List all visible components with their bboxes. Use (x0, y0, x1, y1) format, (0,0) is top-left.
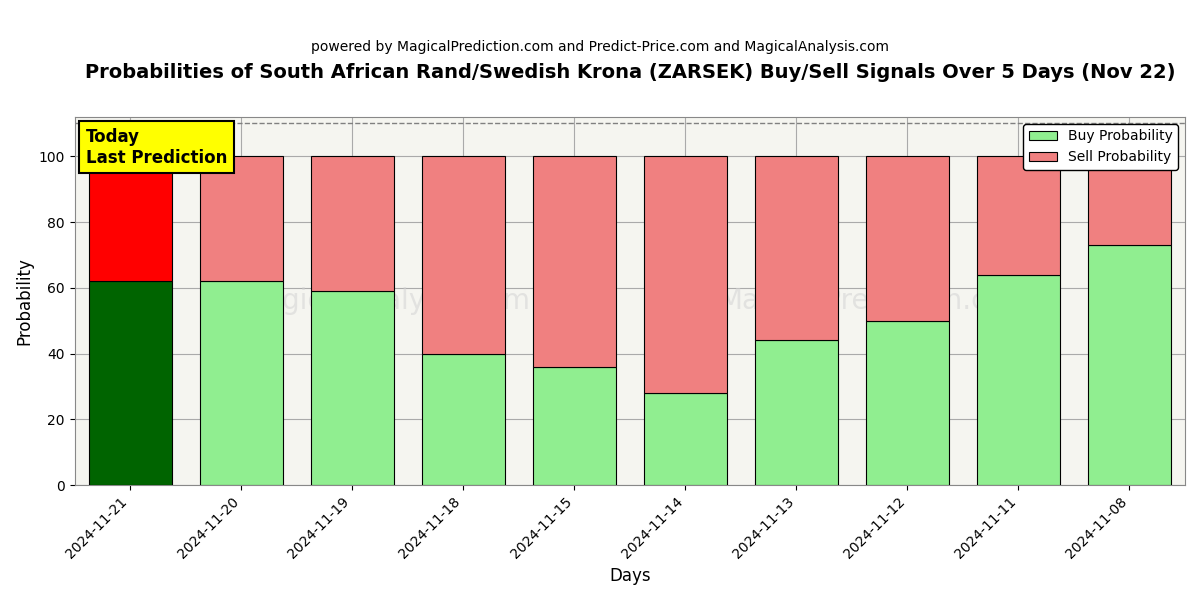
Bar (643, 157, 727, 393)
Bar (977, 275, 1060, 485)
Bar (533, 367, 616, 485)
Bar (311, 291, 394, 485)
Y-axis label: Probability: Probability (16, 257, 34, 345)
X-axis label: Days: Days (610, 567, 650, 585)
Bar (755, 157, 838, 340)
Bar (643, 393, 727, 485)
Bar (89, 281, 172, 485)
Bar (89, 157, 172, 281)
Bar (755, 340, 838, 485)
Text: powered by MagicalPrediction.com and Predict-Price.com and MagicalAnalysis.com: powered by MagicalPrediction.com and Pre… (311, 40, 889, 54)
Bar (1088, 245, 1171, 485)
Bar (199, 157, 283, 281)
Text: Today
Last Prediction: Today Last Prediction (85, 128, 227, 167)
Legend: Buy Probability, Sell Probability: Buy Probability, Sell Probability (1024, 124, 1178, 170)
Text: MagicalAnalysis.com: MagicalAnalysis.com (241, 287, 530, 315)
Bar (311, 157, 394, 291)
Title: Probabilities of South African Rand/Swedish Krona (ZARSEK) Buy/Sell Signals Over: Probabilities of South African Rand/Swed… (84, 63, 1175, 82)
Bar (199, 281, 283, 485)
Bar (865, 157, 949, 321)
Bar (865, 321, 949, 485)
Bar (977, 157, 1060, 275)
Bar (533, 157, 616, 367)
Bar (421, 157, 505, 353)
Text: MagicalPrediction.com: MagicalPrediction.com (718, 287, 1031, 315)
Bar (421, 353, 505, 485)
Bar (1088, 157, 1171, 245)
